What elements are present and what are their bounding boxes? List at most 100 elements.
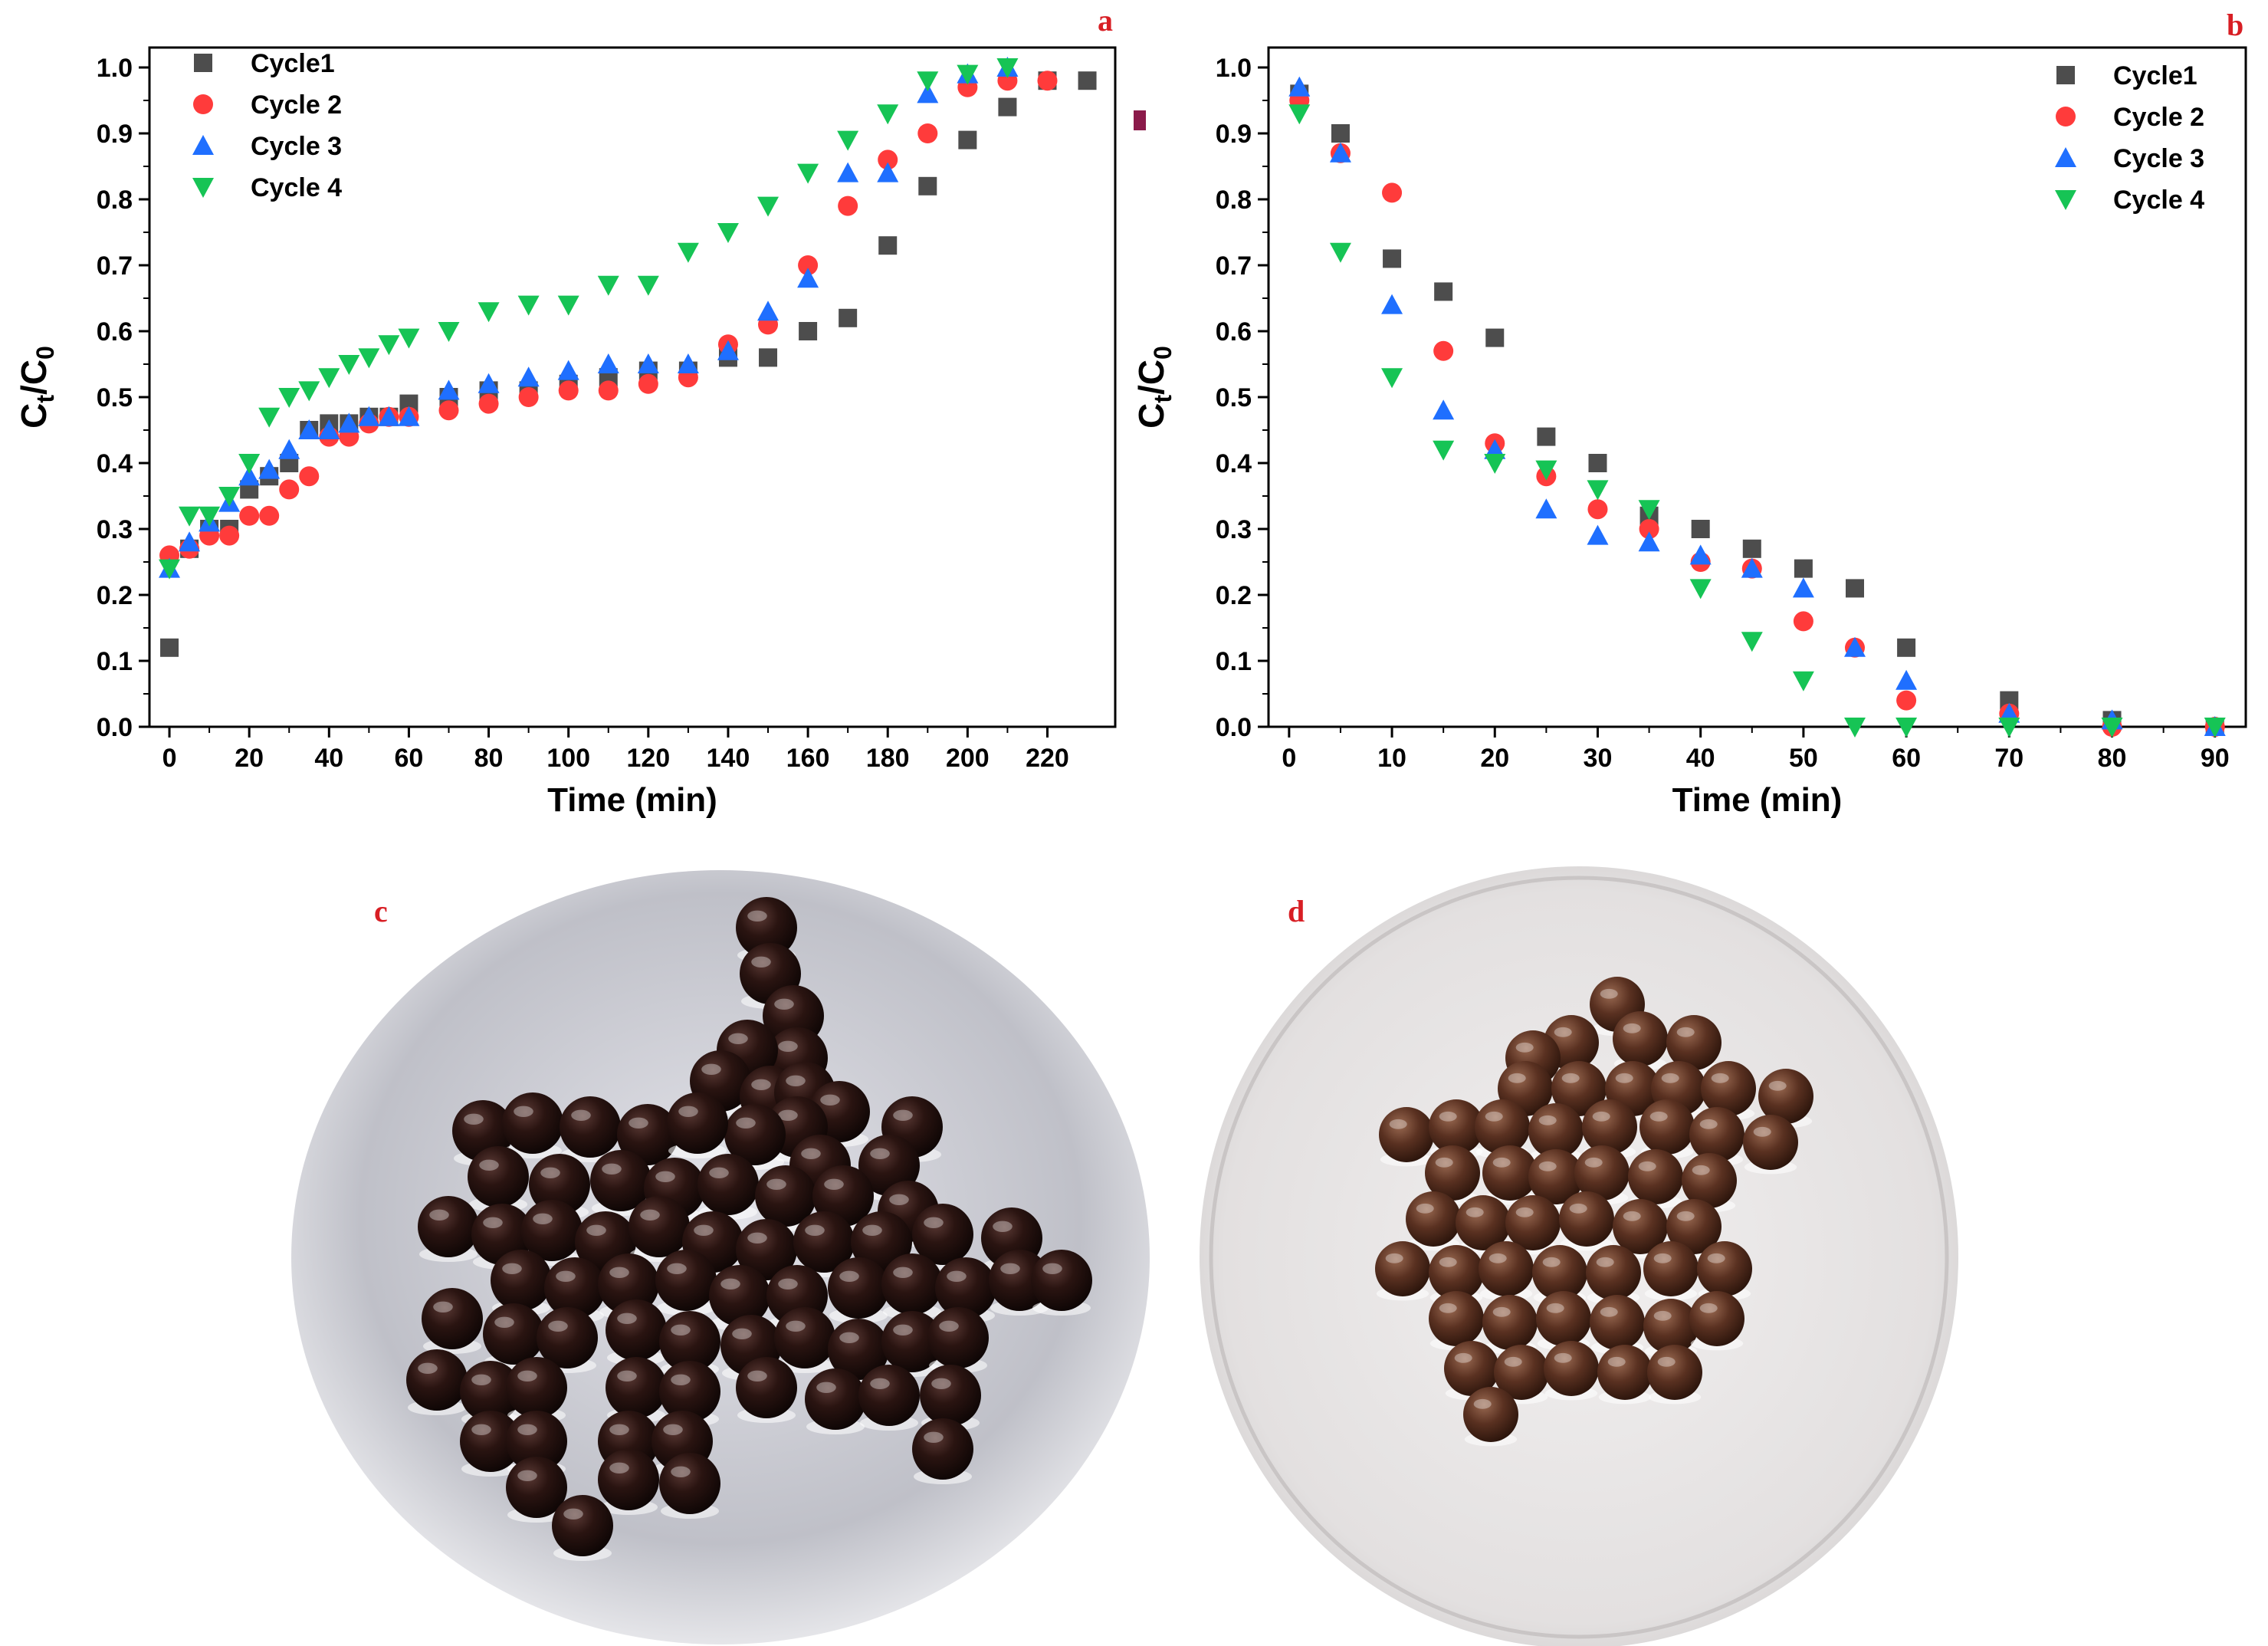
data-point [1998, 718, 2020, 738]
data-point [1689, 579, 1712, 600]
legend-item: Cycle 3 [192, 132, 342, 161]
bead-highlight [709, 1167, 729, 1179]
bead-highlight [1657, 1356, 1676, 1367]
bead-highlight [1389, 1119, 1407, 1129]
bead-highlight [629, 1117, 648, 1129]
data-point [1433, 440, 1455, 461]
x-tick-label: 80 [474, 744, 504, 773]
data-point [797, 163, 819, 184]
bead [1375, 1241, 1430, 1296]
data-point [1382, 182, 1403, 203]
bead-highlight [1466, 1207, 1484, 1217]
data-point [1434, 282, 1453, 301]
bead [529, 1154, 590, 1215]
bead [1406, 1191, 1461, 1247]
data-point [1897, 638, 1916, 657]
bead-highlight [514, 1106, 533, 1118]
bead-highlight [747, 1232, 767, 1244]
y-tick-label: 0.7 [1216, 251, 1252, 281]
bead [1701, 1061, 1756, 1116]
bead-highlight [1416, 1203, 1434, 1214]
bead [1528, 1149, 1584, 1204]
data-point [1381, 368, 1403, 389]
bead-highlight [556, 1270, 576, 1283]
bead [521, 1200, 583, 1261]
y-tick-label: 0.1 [97, 647, 133, 676]
bead [1475, 1099, 1530, 1155]
bead-highlight [1592, 1111, 1610, 1122]
bead [912, 1418, 973, 1480]
bead-highlight [671, 1324, 691, 1336]
bead [460, 1361, 521, 1422]
bead-highlight [1492, 1157, 1511, 1168]
x-tick-label: 40 [1686, 744, 1715, 773]
data-point [838, 195, 858, 216]
legend-item: Cycle 3 [2055, 144, 2204, 173]
bead [1505, 1195, 1561, 1250]
x-tick-label: 30 [1584, 744, 1613, 773]
data-point [259, 505, 280, 526]
bead-highlight [517, 1424, 537, 1436]
bead [537, 1307, 598, 1368]
data-point [1638, 500, 1660, 521]
data-point [238, 454, 261, 474]
data-point [1793, 611, 1813, 632]
data-point [677, 353, 699, 373]
y-tick-label: 1.0 [1216, 54, 1252, 83]
data-point [637, 275, 659, 296]
y-tick-label: 0.8 [97, 186, 133, 215]
x-tick-label: 70 [1994, 744, 2023, 773]
y-tick-label: 0.9 [1216, 120, 1252, 149]
bead [422, 1288, 483, 1349]
chart-panel-b: 0.0 0.1 0.2 0.3 0.4 0.5 0.6 0.7 0.8 0.9 1.0 0 10 20 30… [1131, 46, 2247, 819]
bead-cluster-d [1375, 977, 1813, 1447]
plot-frame [148, 46, 1117, 728]
bead-highlight [429, 1209, 449, 1221]
bead [1482, 1145, 1538, 1201]
bead [1689, 1107, 1744, 1162]
bead-highlight [893, 1324, 913, 1336]
bead-highlight [1492, 1306, 1511, 1317]
bead-highlight [1653, 1253, 1672, 1263]
bead [1613, 1011, 1668, 1066]
data-point [1037, 71, 1058, 91]
bead-highlight [1600, 1306, 1618, 1317]
bead-highlight [1485, 1111, 1503, 1122]
x-tick-label: 160 [786, 744, 830, 773]
bead-highlight [563, 1508, 583, 1520]
y-tick-label: 1.0 [97, 54, 133, 83]
bead-highlight [1554, 1352, 1572, 1363]
data-point [517, 295, 540, 316]
bead [544, 1257, 606, 1319]
bead [1425, 1145, 1480, 1201]
x-tick-label: 60 [395, 744, 424, 773]
legend-marker [192, 178, 214, 198]
bead-highlight [889, 1194, 909, 1206]
data-point [1844, 636, 1866, 657]
data-point [438, 322, 460, 342]
bead-highlight [751, 956, 771, 968]
y-tick-label: 0.6 [97, 317, 133, 347]
data-point [1587, 524, 1609, 545]
bead-highlight [609, 1267, 629, 1279]
data-point [837, 162, 859, 182]
bead-highlight [1596, 1257, 1614, 1267]
data-point [358, 348, 380, 369]
bead-highlight [1676, 1211, 1695, 1221]
data-point [2101, 718, 2123, 738]
bead [506, 1457, 567, 1518]
data-point [438, 400, 459, 421]
data-point [1741, 632, 1763, 652]
bead-highlight [801, 1148, 821, 1160]
data-point [1381, 294, 1403, 314]
bead-highlight [1454, 1352, 1472, 1363]
data-point [1331, 124, 1350, 143]
data-point [557, 295, 579, 316]
bead-highlight [1515, 1207, 1534, 1217]
bead [1639, 1099, 1695, 1155]
data-point [1288, 76, 1311, 97]
bead-highlight [1615, 1073, 1633, 1083]
y-tick-label: 0.0 [97, 713, 133, 742]
bead-highlight [893, 1267, 913, 1279]
bead-highlight [786, 1320, 806, 1332]
